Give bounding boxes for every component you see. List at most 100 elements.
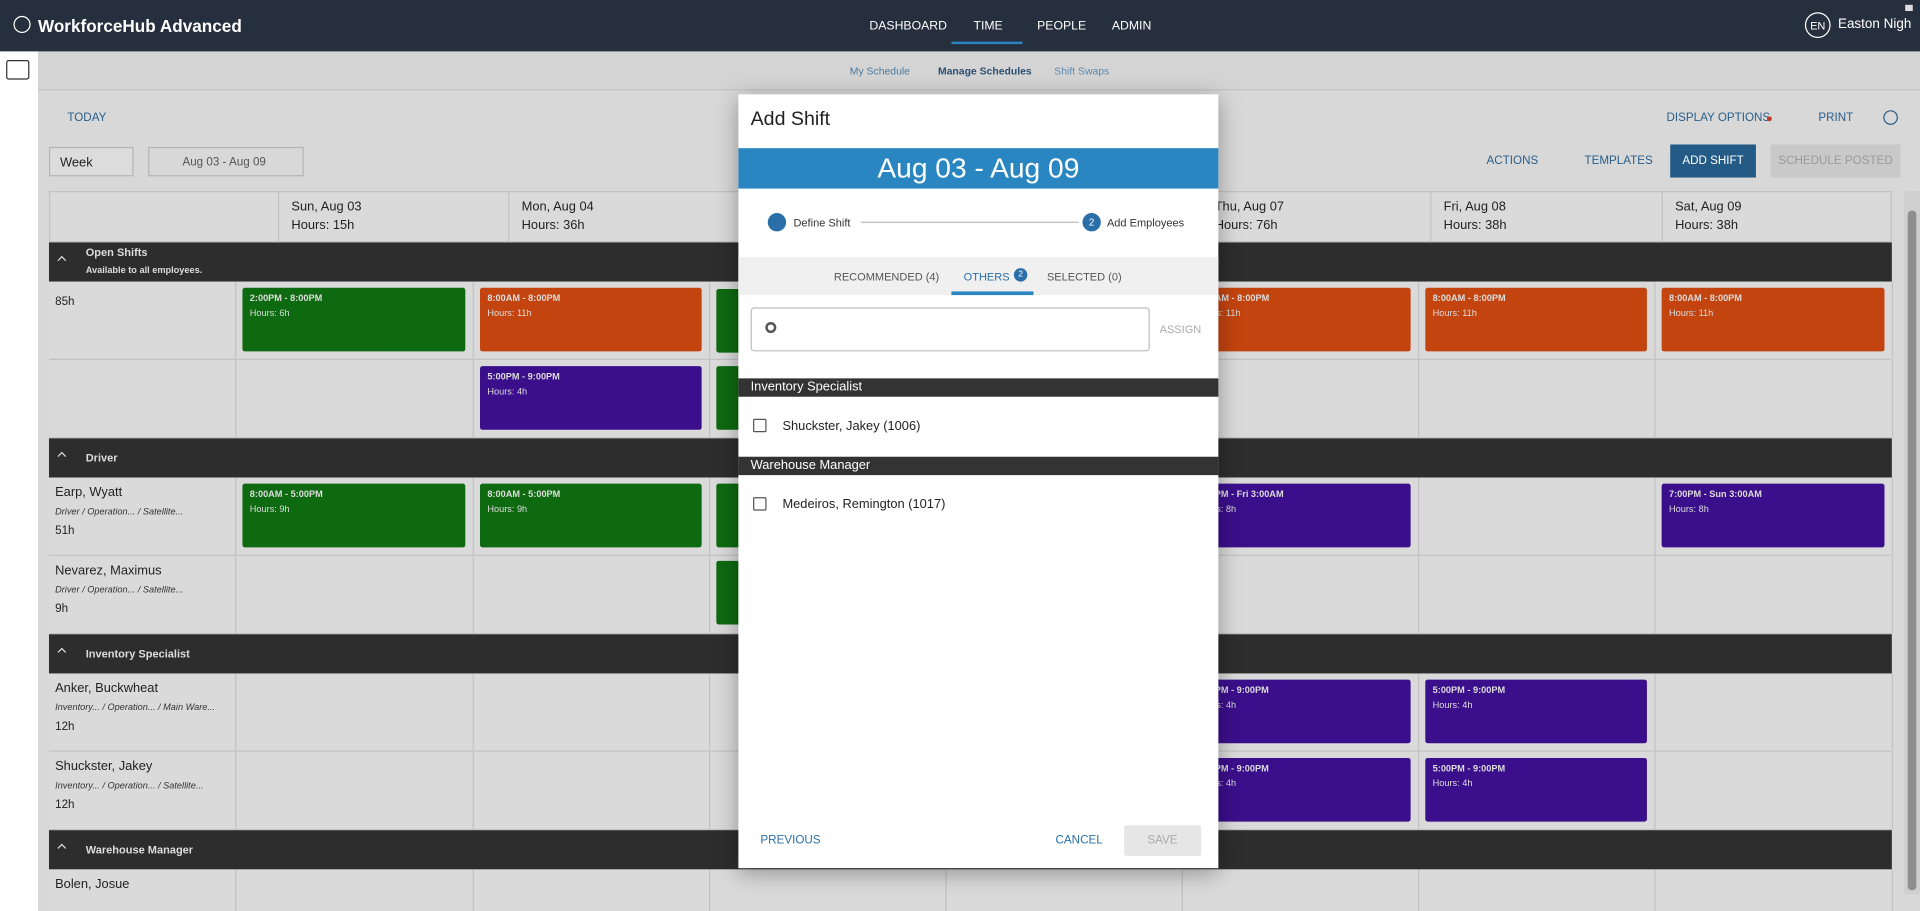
today-button[interactable]: TODAY [67, 111, 107, 125]
nav-item[interactable]: ADMIN [1111, 19, 1152, 34]
cancel-button[interactable]: CANCEL [1055, 833, 1103, 848]
nav-item[interactable]: TIME [973, 19, 1003, 34]
tab[interactable]: SELECTED (0) [1046, 270, 1122, 283]
sidebar-toggle[interactable] [6, 60, 30, 80]
banner [738, 148, 1219, 189]
display-options[interactable]: DISPLAY OPTIONS [1666, 111, 1771, 125]
shift[interactable]: 7:00PM - Sun 3:00AM Hours: 8h [1661, 483, 1885, 548]
save-button[interactable]: SAVE [1147, 833, 1178, 848]
group-name: Warehouse Manager [85, 843, 194, 856]
cell-divider [1891, 281, 1894, 359]
checkbox[interactable] [753, 418, 767, 433]
shift-hours: Hours: 11h [487, 307, 532, 319]
user-name[interactable]: Easton Nigh [1837, 17, 1912, 32]
shift-hours: Hours: 4h [1432, 777, 1473, 789]
shift[interactable]: 8:00AM - 8:00PM Hours: 11h [1425, 287, 1647, 352]
subnav-item[interactable]: My Schedule [849, 64, 910, 78]
schedule-posted[interactable]: SCHEDULE POSTED [1770, 144, 1901, 178]
cell-divider [708, 555, 711, 634]
employee-name[interactable]: Anker, Buckwheat [55, 680, 159, 696]
shift[interactable]: 2:00PM - 8:00PM Hours: 6h [242, 287, 466, 352]
cell-divider [1654, 360, 1656, 438]
scroll-thumb[interactable] [1907, 210, 1917, 891]
employee-name[interactable]: Shuckster, Jakey [55, 759, 153, 774]
cell-divider [1417, 281, 1420, 359]
brand: WorkforceHub Advanced [37, 15, 242, 36]
step1-label: Define Shift [793, 216, 851, 229]
tab-badge: 2 [1013, 268, 1028, 282]
cell-divider [708, 673, 711, 751]
shift-time: 8:00AM - 5:00PM [249, 488, 323, 500]
shift-hours: Hours: 9h [487, 503, 528, 515]
tab-bar [738, 257, 1219, 296]
cell-divider [235, 673, 237, 751]
tab[interactable]: OTHERS [963, 270, 1010, 283]
checkbox[interactable] [753, 497, 767, 511]
side-strip [0, 51, 38, 911]
avatar[interactable]: EN [1804, 12, 1831, 38]
help[interactable] [1883, 110, 1898, 125]
add-shift[interactable]: ADD SHIFT [1670, 144, 1756, 178]
step2-label: Add Employees [1106, 216, 1185, 229]
cell-divider [472, 360, 474, 438]
employee-option[interactable]: Medeiros, Remington (1017) [782, 497, 946, 512]
employee-hours: 51h [55, 524, 75, 538]
day-divider [508, 191, 510, 243]
shift-time: 2:00PM - 8:00PM [249, 292, 323, 304]
employee-name[interactable]: Nevarez, Maximus [55, 563, 162, 578]
shift-time: 8:00AM - 8:00PM [1196, 292, 1270, 304]
group-subtitle: Available to all employees. [85, 264, 203, 276]
cell-divider [708, 281, 711, 359]
shift[interactable]: 8:00AM - 8:00PM Hours: 11h [1661, 287, 1885, 352]
cell-divider [1891, 477, 1894, 555]
actions[interactable]: ACTIONS [1486, 154, 1539, 168]
nav-item[interactable]: DASHBOARD [869, 19, 947, 34]
employee-role: Inventory... / Operation... / Main Ware.… [55, 701, 216, 713]
day-divider [277, 191, 280, 243]
tab-indicator [951, 291, 1034, 296]
shift[interactable]: 8:00AM - 8:00PM Hours: 11h [480, 287, 702, 352]
previous-button[interactable]: PREVIOUS [760, 833, 821, 848]
cell-divider [1181, 869, 1183, 911]
cell-divider [1417, 555, 1420, 634]
cell-divider [235, 751, 237, 829]
cell-divider [472, 555, 474, 634]
subnav-item[interactable]: Manage Schedules [937, 64, 1032, 78]
cell-divider [235, 360, 237, 438]
subnav-item[interactable]: Shift Swaps [1054, 64, 1110, 78]
cell-divider [235, 281, 237, 359]
cell-divider [1654, 673, 1656, 751]
cell-divider [1654, 477, 1656, 555]
employee-option[interactable]: Shuckster, Jakey (1006) [782, 418, 921, 434]
employee-hours: 12h [55, 798, 75, 812]
search-box[interactable] [750, 307, 1150, 352]
employee-name[interactable]: Bolen, Josue [55, 876, 130, 892]
group-name: Driver [85, 451, 118, 465]
shift[interactable]: 8:00AM - 5:00PM Hours: 9h [480, 483, 702, 548]
view-select[interactable]: Week [48, 146, 134, 177]
tab[interactable]: RECOMMENDED (4) [833, 270, 940, 283]
shift-time: 8:00AM - 5:00PM [487, 488, 561, 500]
cell-divider [708, 477, 711, 555]
cell-divider [1417, 751, 1420, 829]
step2-number: 2 [1082, 213, 1101, 232]
assign-button[interactable]: ASSIGN [1159, 323, 1202, 336]
employee-name[interactable]: Earp, Wyatt [55, 484, 123, 500]
day-label: Fri, Aug 08 [1443, 199, 1506, 215]
range-box[interactable]: Aug 03 - Aug 09 [148, 146, 304, 177]
templates[interactable]: TEMPLATES [1584, 154, 1653, 168]
section-header: Warehouse Manager [738, 456, 1219, 476]
shift[interactable]: 8:00AM - 5:00PM Hours: 9h [242, 483, 466, 548]
nav-item[interactable]: PEOPLE [1037, 19, 1087, 34]
step-check [767, 213, 787, 232]
print[interactable]: PRINT [1818, 111, 1854, 125]
shift[interactable]: 8:00AM - 8:00PM Hours: 11h [1188, 287, 1411, 352]
cell-divider [235, 477, 237, 555]
day-hours: Hours: 38h [1675, 217, 1739, 233]
